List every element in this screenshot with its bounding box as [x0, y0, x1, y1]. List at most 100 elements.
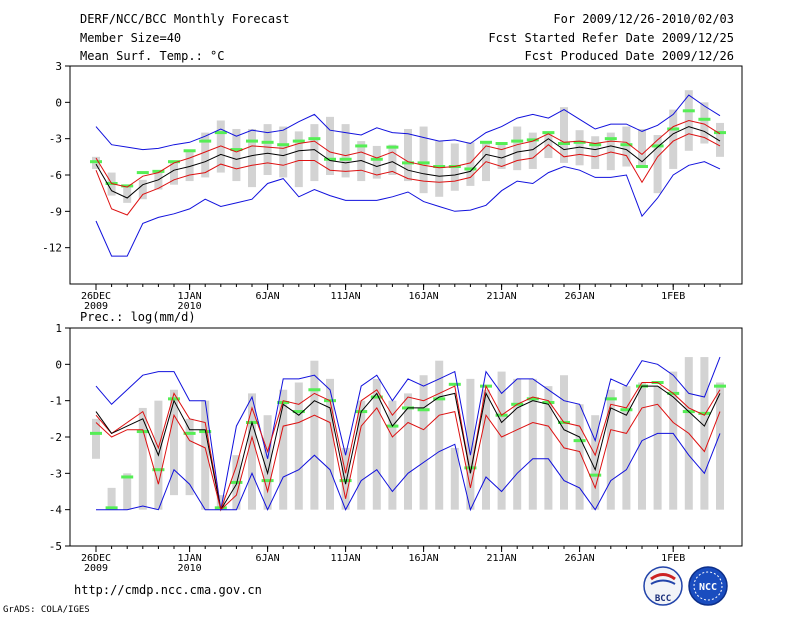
p2-median-bar-28: [526, 397, 539, 401]
p2-spread-box-19: [388, 400, 397, 510]
p1-spread-box-2: [123, 184, 132, 203]
p1-median-bar-6: [183, 149, 196, 153]
p1-spread-box-37: [669, 109, 678, 169]
p1-median-bar-39: [698, 117, 711, 121]
p2-outer_lower-line: [96, 432, 721, 512]
p1-spread-box-9: [232, 128, 241, 182]
p2-spread-box-40: [716, 382, 724, 510]
p1-spread-box-32: [591, 136, 600, 169]
p1-median-bar-25: [480, 140, 492, 144]
p2-spread-box-15: [326, 378, 334, 510]
p1-xtick-label-1: 1JAN: [178, 291, 202, 302]
p1-spread-box-8: [216, 120, 225, 173]
p2-inner_upper-line: [95, 382, 721, 512]
p1-median-bar-7: [199, 139, 212, 143]
p2-median-bar-12: [277, 400, 290, 404]
p2-spread-box-26: [497, 371, 506, 510]
p1-outer_upper-line: [95, 94, 721, 151]
p2-spread-box-6: [185, 418, 194, 496]
p2-median-bar-5: [168, 397, 180, 401]
p2-spread-box-18: [372, 378, 381, 510]
variable-label: Mean Surf. Temp.: °C: [80, 49, 225, 63]
p1-spread-box-35: [638, 128, 646, 166]
p2-spread-box-34: [622, 386, 631, 510]
p2-median-bar-1: [105, 506, 118, 510]
p2-median-bar-6: [183, 431, 196, 435]
p1-spread-box-30: [560, 107, 568, 163]
p1-spread-box-12: [279, 126, 288, 178]
p1-spread-box-34: [622, 126, 631, 167]
footer-url[interactable]: http://cmdp.ncc.cma.gov.cn: [74, 583, 262, 597]
p1-median-bar-11: [261, 140, 274, 144]
start-date-label: Fcst Started Refer Date 2009/12/25: [488, 31, 734, 45]
p1-median-bar-38: [682, 109, 695, 113]
p1-spread-box-39: [700, 102, 709, 144]
p1-xtick-year-0: 2009: [84, 301, 108, 312]
p2-median-bar-34: [620, 408, 633, 412]
p1-median-bar-15: [324, 157, 336, 161]
p1-median-bar-40: [714, 131, 726, 135]
p1-median-bar-31: [573, 140, 586, 144]
p1-median-bar-35: [636, 165, 648, 169]
p2-median-bar-13: [292, 410, 305, 414]
p1-median-bar-13: [292, 139, 305, 143]
p2-spread-box-30: [560, 375, 568, 510]
p2-spread-box-2: [123, 473, 132, 510]
p2-spread-box-8: [216, 495, 225, 510]
p1-spread-box-24: [466, 142, 475, 186]
p2-xtick-label-7: 1FEB: [661, 553, 685, 564]
p1-median-bar-0: [90, 160, 102, 164]
p2-spread-box-0: [92, 418, 100, 459]
p2-outer_upper-line: [95, 356, 721, 510]
grads-credit: GrADS: COLA/IGES: [3, 605, 90, 615]
p1-spread-box-13: [294, 131, 303, 188]
p1-median-bar-21: [417, 161, 430, 165]
p2-xtick-label-0: 26DEC: [81, 553, 111, 564]
p2-spread-box-16: [341, 447, 350, 510]
p2-xtick-label-5: 21JAN: [487, 553, 517, 564]
p2-spread-box-31: [575, 404, 584, 510]
p2-spread-box-29: [544, 386, 553, 510]
p2-xtick-year-0: 2009: [84, 563, 108, 574]
p2-spread-box-21: [419, 375, 428, 510]
p1-spread-box-21: [419, 126, 428, 194]
p1-median-bar-17: [355, 144, 368, 148]
p1-spread-box-20: [404, 128, 412, 182]
p1-median-bar-9: [230, 148, 243, 152]
p1-median-bar-22: [433, 165, 446, 169]
p1-xtick-label-3: 11JAN: [331, 291, 361, 302]
p1-median-bar-29: [542, 131, 555, 135]
p1-xtick-year-1: 2010: [178, 301, 202, 312]
p1-median-bar-10: [246, 139, 258, 143]
p1-spread-box-18: [372, 145, 381, 179]
p1-median-bar-8: [214, 131, 227, 135]
p1-median-bar-5: [168, 160, 180, 164]
p1-inner_lower-line: [95, 133, 721, 216]
p2-median-bar-31: [573, 439, 586, 443]
p1-median-bar-32: [589, 143, 602, 147]
p1-median-bar-36: [651, 144, 664, 148]
p2-spread-box-14: [310, 360, 319, 510]
p2-ytick-label-0: 1: [55, 322, 62, 335]
p2-median-bar-18: [370, 395, 383, 399]
p2-spread-box-27: [513, 378, 522, 510]
p1-median-bar-28: [526, 138, 539, 142]
produced-date-label: Fcst Produced Date 2009/12/26: [524, 49, 734, 63]
p1-spread-box-27: [513, 126, 522, 171]
p1-ytick-label-1: 0: [55, 96, 62, 109]
p2-ytick-label-3: -2: [49, 431, 62, 444]
p1-spread-box-11: [263, 124, 272, 175]
p2-median-bar-24: [464, 466, 477, 470]
p1-outer_lower-line: [95, 161, 721, 257]
p1-spread-box-14: [310, 124, 319, 182]
p2-median-bar-16: [339, 479, 352, 483]
p2-ytick-label-6: -5: [49, 540, 62, 553]
p1-median-bar-24: [464, 167, 477, 171]
p1-median-bar-3: [136, 171, 149, 175]
p1-spread-box-15: [326, 116, 334, 175]
p2-spread-box-28: [528, 378, 537, 510]
p2-spread-box-5: [170, 389, 178, 496]
p1-xtick-label-0: 26DEC: [81, 291, 111, 302]
p1-xtick-label-4: 16JAN: [409, 291, 439, 302]
